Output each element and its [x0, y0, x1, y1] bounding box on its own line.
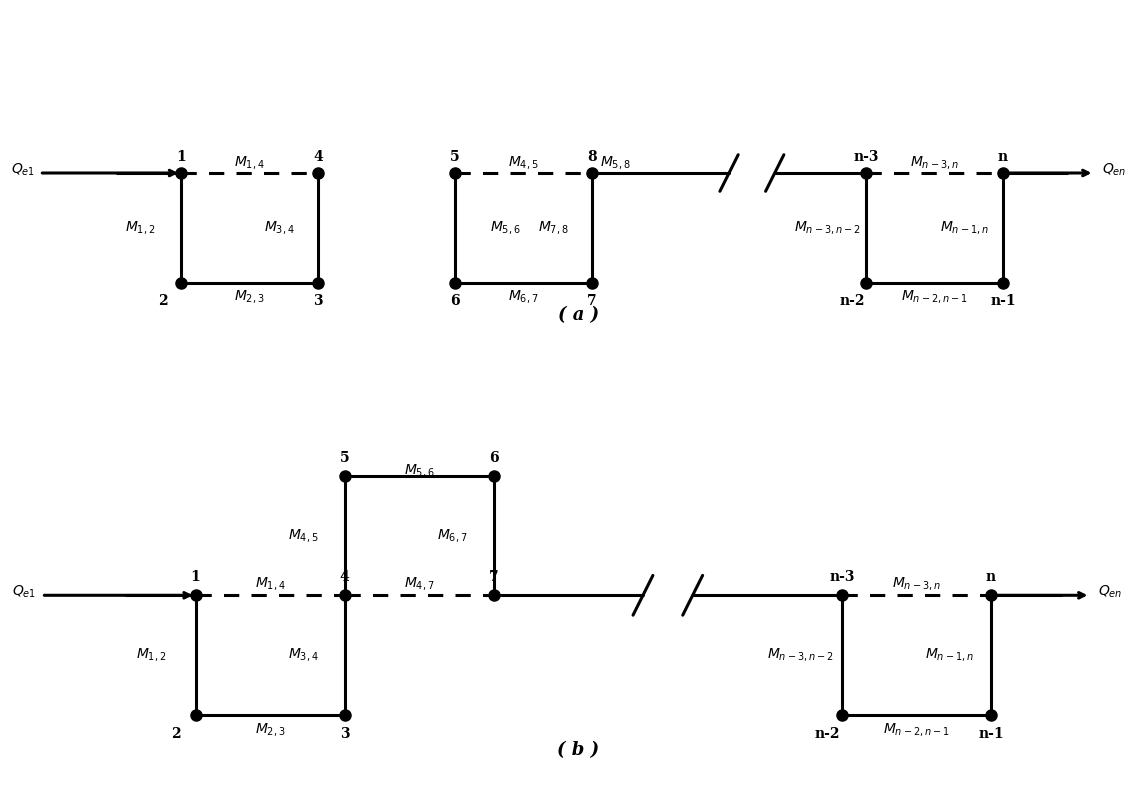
- Text: ( b ): ( b ): [557, 741, 600, 760]
- Text: $M_{4,7}$: $M_{4,7}$: [404, 575, 435, 592]
- Text: $Q_{e1}$: $Q_{e1}$: [13, 583, 37, 599]
- Text: $M_{n-1,n}$: $M_{n-1,n}$: [924, 646, 974, 663]
- Text: 2: 2: [158, 294, 167, 308]
- Text: 1: 1: [177, 150, 186, 163]
- Text: 5: 5: [451, 150, 460, 163]
- Text: $Q_{e1}$: $Q_{e1}$: [10, 161, 34, 177]
- Text: n-3: n-3: [829, 570, 855, 584]
- Text: 4: 4: [313, 150, 323, 163]
- Text: $M_{n-3,n-2}$: $M_{n-3,n-2}$: [795, 219, 861, 236]
- Text: $M_{n-3,n-2}$: $M_{n-3,n-2}$: [767, 646, 834, 663]
- Text: $Q_{en}$: $Q_{en}$: [1099, 583, 1123, 599]
- Text: $M_{3,4}$: $M_{3,4}$: [264, 219, 295, 236]
- Text: 6: 6: [489, 451, 499, 465]
- Text: n: n: [986, 570, 996, 584]
- Text: 1: 1: [190, 570, 201, 584]
- Text: 5: 5: [340, 451, 350, 465]
- Text: n-2: n-2: [814, 727, 840, 742]
- Text: $M_{1,4}$: $M_{1,4}$: [255, 575, 286, 592]
- Text: 6: 6: [451, 294, 460, 308]
- Text: n-1: n-1: [978, 727, 1004, 742]
- Text: $M_{n-2,n-1}$: $M_{n-2,n-1}$: [883, 721, 950, 738]
- Text: n: n: [998, 150, 1008, 163]
- Text: 3: 3: [313, 294, 322, 308]
- Text: n-3: n-3: [853, 150, 879, 163]
- Text: 7: 7: [489, 570, 499, 584]
- Text: $M_{6,7}$: $M_{6,7}$: [437, 527, 467, 544]
- Text: 7: 7: [587, 294, 596, 308]
- Text: $M_{6,7}$: $M_{6,7}$: [508, 288, 539, 305]
- Text: 4: 4: [340, 570, 350, 584]
- Text: n-2: n-2: [840, 294, 865, 308]
- Text: $M_{4,5}$: $M_{4,5}$: [288, 527, 318, 544]
- Text: $M_{2,3}$: $M_{2,3}$: [234, 288, 265, 305]
- Text: 2: 2: [171, 727, 180, 742]
- Text: $M_{5,6}$: $M_{5,6}$: [404, 461, 435, 479]
- Text: $Q_{en}$: $Q_{en}$: [1102, 161, 1126, 177]
- Text: $M_{n-2,n-1}$: $M_{n-2,n-1}$: [902, 288, 968, 305]
- Text: $M_{1,4}$: $M_{1,4}$: [234, 154, 265, 171]
- Text: 3: 3: [340, 727, 350, 742]
- Text: $M_{n-1,n}$: $M_{n-1,n}$: [941, 219, 989, 236]
- Text: $M_{5,6}$: $M_{5,6}$: [490, 219, 521, 236]
- Text: $M_{2,3}$: $M_{2,3}$: [255, 721, 286, 738]
- Text: $M_{n-3,n}$: $M_{n-3,n}$: [911, 154, 959, 171]
- Text: $M_{n-3,n}$: $M_{n-3,n}$: [892, 575, 941, 592]
- Text: 8: 8: [587, 150, 596, 163]
- Text: $M_{1,2}$: $M_{1,2}$: [135, 646, 166, 663]
- Text: $M_{4,5}$: $M_{4,5}$: [508, 154, 539, 171]
- Text: ( a ): ( a ): [557, 306, 599, 324]
- Text: $M_{1,2}$: $M_{1,2}$: [125, 219, 155, 236]
- Text: $M_{5,8}$: $M_{5,8}$: [600, 154, 630, 171]
- Text: $M_{3,4}$: $M_{3,4}$: [288, 646, 319, 663]
- Text: n-1: n-1: [990, 294, 1016, 308]
- Text: $M_{7,8}$: $M_{7,8}$: [538, 219, 569, 236]
